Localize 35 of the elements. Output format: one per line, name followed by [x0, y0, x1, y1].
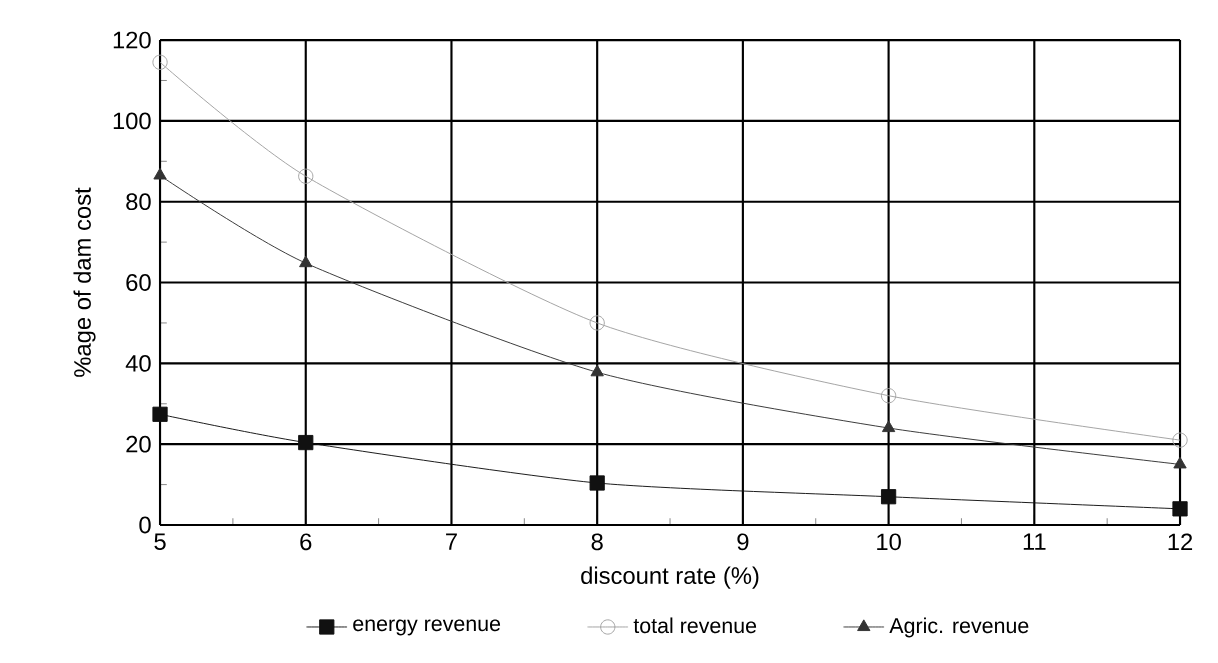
point — [1172, 432, 1188, 448]
point — [298, 434, 314, 451]
legend-label: total revenue — [633, 617, 757, 634]
x-tick-label: 9 — [737, 533, 749, 551]
point — [881, 420, 896, 433]
x-tick-label: 6 — [300, 533, 312, 551]
point — [1173, 456, 1187, 469]
point — [152, 54, 168, 70]
y-tick-label: 40 — [125, 354, 151, 372]
x-tick-label: 10 — [877, 533, 901, 551]
point — [589, 315, 605, 331]
x-tick-label: 8 — [591, 533, 603, 551]
x-tick-label: 5 — [154, 533, 166, 550]
x-tick-label: 7 — [446, 533, 457, 550]
y-tick-label: 60 — [126, 274, 151, 291]
y-tick-label: 0 — [139, 516, 151, 534]
x-axis-title: discount rate (%) — [581, 566, 759, 589]
point — [152, 406, 168, 422]
legend-label: Agric. revenue — [889, 617, 1029, 638]
x-tick-label: 12 — [1168, 533, 1193, 551]
legend-label: energy revenue — [353, 619, 501, 636]
point — [880, 489, 897, 505]
point — [153, 167, 167, 180]
y-tick-label: 80 — [126, 193, 151, 211]
point — [298, 168, 314, 184]
point — [590, 364, 604, 377]
x-tick-label: 11 — [1023, 533, 1046, 550]
point — [1172, 501, 1188, 517]
y-axis-title: %age of dam cost — [73, 187, 96, 377]
y-tick-label: 20 — [126, 435, 151, 453]
point — [299, 255, 313, 268]
point — [880, 388, 897, 404]
y-tick-label: 120 — [113, 31, 151, 49]
point — [589, 475, 605, 491]
y-tick-label: 100 — [113, 112, 151, 130]
